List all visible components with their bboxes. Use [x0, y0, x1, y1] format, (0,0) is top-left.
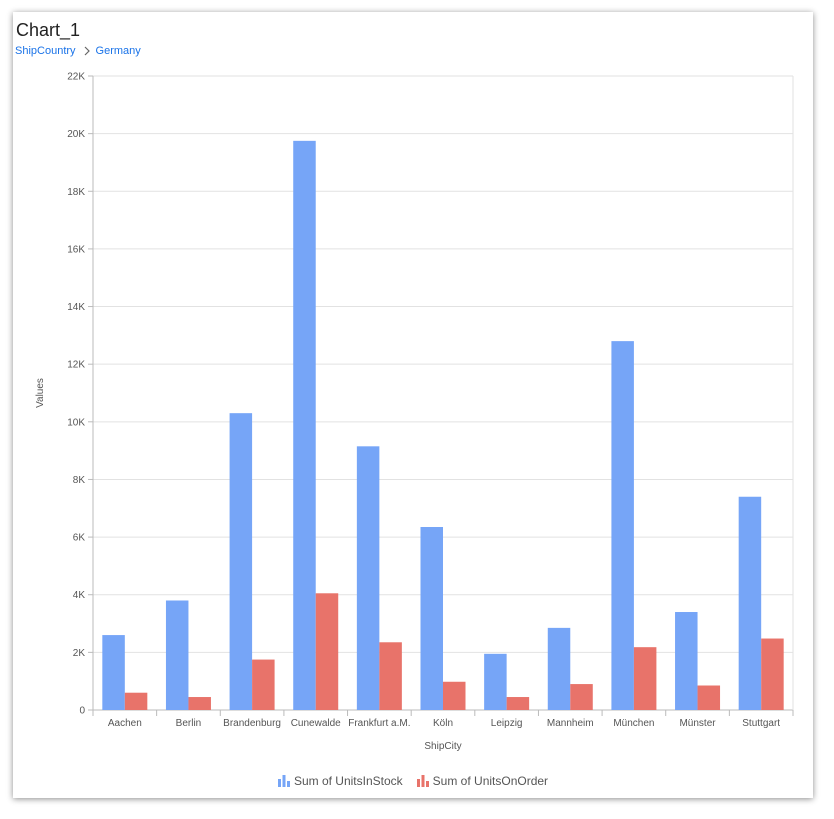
chevron-right-icon [84, 46, 90, 56]
x-tick-label: Aachen [108, 718, 142, 729]
chart-legend: Sum of UnitsInStock Sum of UnitsOnOrder [13, 774, 813, 788]
y-tick-label: 16K [67, 244, 85, 255]
y-axis-title: Values [35, 378, 46, 408]
bar-units-in-stock [675, 612, 698, 710]
x-tick-label: Mannheim [547, 718, 594, 729]
y-tick-label: 12K [67, 360, 85, 371]
bar-units-in-stock [547, 627, 571, 710]
bar-units-in-stock [229, 413, 253, 710]
bar-units-on-order [761, 638, 784, 710]
bar-units-in-stock [611, 341, 634, 710]
bar-units-on-order [188, 697, 211, 710]
y-tick-label: 14K [67, 302, 85, 313]
y-tick-label: 4K [73, 590, 86, 601]
y-tick-label: 20K [67, 129, 85, 140]
bar-units-on-order [570, 684, 593, 710]
breadcrumb-item-shipcountry[interactable]: ShipCountry [15, 45, 76, 57]
x-axis-title: ShipCity [424, 741, 461, 752]
x-tick-label: Cunewalde [291, 718, 341, 729]
bar-units-in-stock [356, 446, 380, 710]
bar-units-on-order [633, 647, 657, 710]
bar-chart-icon [277, 775, 290, 787]
y-tick-label: 2K [73, 648, 86, 659]
y-tick-label: 22K [67, 72, 85, 83]
bar-units-on-order [443, 681, 466, 710]
breadcrumb-item-germany[interactable]: Germany [95, 45, 141, 57]
bar-units-on-order [697, 685, 721, 710]
bar-chart: 0 2K 4K 6K 8K 10K 12K 14K 16K 18K 20K 22K Aachen Berl… [35, 72, 794, 752]
x-tick-label: Stuttgart [742, 718, 780, 729]
bar-chart-icon [416, 775, 429, 787]
x-tick-label: Berlin [176, 718, 202, 729]
bar-units-on-order [124, 692, 148, 710]
bar-units-in-stock [102, 635, 125, 710]
x-tick-label: Münster [679, 718, 716, 729]
bar-units-in-stock [420, 527, 443, 710]
bar-units-in-stock [738, 496, 762, 710]
breadcrumb: ShipCountry Germany [15, 45, 141, 57]
x-tick-label: Leipzig [491, 718, 523, 729]
y-tick-label: 10K [67, 417, 85, 428]
bar-units-in-stock [165, 600, 189, 710]
chart-widget: Chart_1 ShipCountry Germany 0 2K 4K 6K 8K 10K… [13, 12, 813, 798]
legend-label: Sum of UnitsInStock [293, 774, 403, 788]
bar-units-in-stock [293, 140, 316, 710]
y-tick-label: 6K [73, 533, 86, 544]
legend-item[interactable]: Sum of UnitsOnOrder [416, 774, 549, 788]
legend-item[interactable]: Sum of UnitsInStock [277, 774, 403, 788]
x-tick-label: Brandenburg [223, 718, 281, 729]
x-tick-label: Köln [433, 718, 453, 729]
bar-units-on-order [379, 642, 402, 710]
bar-units-on-order [315, 593, 339, 710]
bar-units-on-order [506, 697, 530, 710]
x-tick-label: Frankfurt a.M. [348, 718, 410, 729]
legend-label: Sum of UnitsOnOrder [432, 774, 549, 788]
y-tick-label: 8K [73, 475, 86, 486]
bar-units-in-stock [484, 653, 507, 710]
bar-units-on-order [252, 659, 275, 710]
y-tick-label: 0 [79, 706, 85, 717]
x-tick-label: München [613, 718, 654, 729]
widget-title: Chart_1 [16, 20, 81, 40]
y-tick-label: 18K [67, 187, 85, 198]
